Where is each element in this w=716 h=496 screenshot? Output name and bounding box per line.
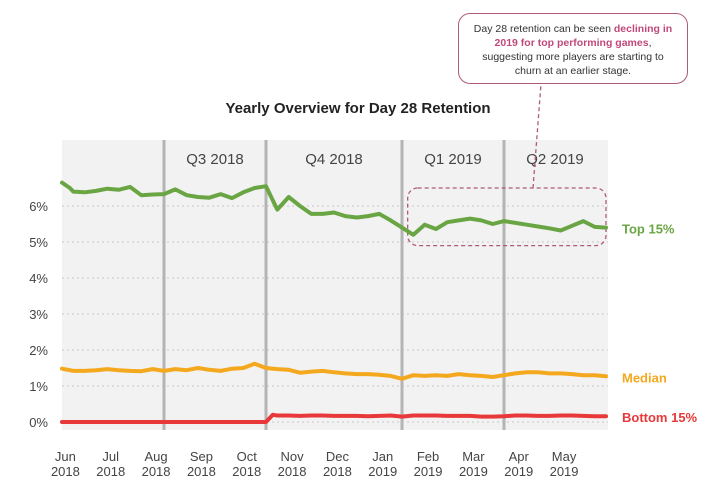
annotation-highlight: declining in 2019 for top performing gam… — [494, 23, 673, 49]
annotation-callout: Day 28 retention can be seen declining i… — [458, 13, 688, 84]
x-tick-year: 2018 — [232, 464, 261, 479]
y-tick-label: 0% — [29, 415, 48, 430]
x-tick-month: Mar — [462, 449, 485, 464]
x-tick-year: 2018 — [323, 464, 352, 479]
x-tick-year: 2019 — [504, 464, 533, 479]
x-tick-year: 2019 — [414, 464, 443, 479]
x-tick-year: 2018 — [142, 464, 171, 479]
y-tick-label: 2% — [29, 343, 48, 358]
y-tick-label: 6% — [29, 199, 48, 214]
series-line — [60, 412, 608, 424]
x-tick-month: Sep — [190, 449, 213, 464]
annotation-text-after: , suggesting more players are starting t… — [482, 37, 664, 77]
x-tick-month: May — [552, 449, 577, 464]
x-tick-year: 2018 — [51, 464, 80, 479]
y-tick-label: 1% — [29, 379, 48, 394]
quarter-label: Q3 2018 — [186, 151, 244, 168]
quarter-label: Q1 2019 — [424, 151, 482, 168]
x-tick-month: Jan — [372, 449, 393, 464]
x-tick-year: 2018 — [96, 464, 125, 479]
x-tick-year: 2019 — [368, 464, 397, 479]
x-tick-month: Jun — [55, 449, 76, 464]
series-label: Bottom 15% — [622, 410, 698, 425]
annotation-text-before: Day 28 retention can be seen — [473, 23, 614, 35]
callout-connector — [532, 83, 542, 189]
series-label: Median — [622, 370, 667, 385]
quarter-label: Q2 2019 — [526, 151, 584, 168]
x-tick-month: Jul — [102, 449, 119, 464]
x-tick-month: Oct — [237, 449, 258, 464]
y-tick-label: 4% — [29, 271, 48, 286]
x-tick-year: 2018 — [187, 464, 216, 479]
x-tick-month: Aug — [144, 449, 167, 464]
x-tick-month: Nov — [281, 449, 305, 464]
x-tick-year: 2019 — [459, 464, 488, 479]
x-tick-year: 2019 — [550, 464, 579, 479]
chart-title: Yearly Overview for Day 28 Retention — [225, 100, 491, 117]
quarter-label: Q4 2018 — [305, 151, 363, 168]
series-label: Top 15% — [622, 222, 675, 237]
x-tick-year: 2018 — [278, 464, 307, 479]
x-tick-month: Dec — [326, 449, 350, 464]
x-tick-month: Feb — [417, 449, 439, 464]
y-tick-label: 5% — [29, 235, 48, 250]
y-tick-label: 3% — [29, 307, 48, 322]
x-tick-month: Apr — [509, 449, 530, 464]
series-line — [60, 180, 608, 237]
callout-highlight-box — [407, 187, 607, 247]
series-line — [60, 361, 608, 381]
